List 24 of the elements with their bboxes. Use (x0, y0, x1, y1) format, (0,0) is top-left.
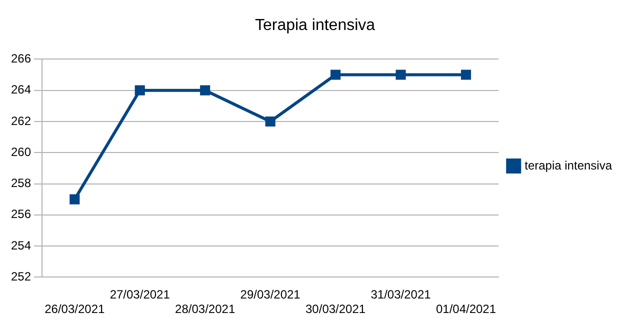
point (396, 70, 406, 80)
y-tick-label: 258 (10, 176, 32, 190)
point (265, 116, 276, 127)
y-tick-label: 262 (10, 114, 32, 128)
point (134, 85, 145, 96)
point (70, 194, 80, 204)
point (460, 70, 472, 80)
y-tick-label: 266 (10, 52, 32, 66)
chart-title: Terapia intensiva (254, 17, 376, 34)
x-tick-label: 30/03/2021 (306, 302, 366, 316)
y-tick-label: 264 (10, 82, 32, 97)
point (200, 85, 210, 96)
x-tick-label: 31/03/2021 (370, 288, 432, 302)
y-tick-label: 252 (10, 270, 32, 284)
y-tick-label: 254 (10, 238, 32, 252)
x-tick-label: 01/04/2021 (436, 302, 496, 316)
y-tick-label: 256 (10, 207, 32, 222)
y-tick-label: 260 (10, 144, 32, 159)
x-tick-label: 27/03/2021 (110, 288, 170, 302)
point (330, 70, 341, 80)
x-tick-label: 28/03/2021 (175, 302, 236, 316)
x-tick-label: 29/03/2021 (240, 288, 301, 302)
legend-label: terapia intensiva (524, 158, 612, 172)
x-tick-label: 26/03/2021 (44, 302, 105, 316)
